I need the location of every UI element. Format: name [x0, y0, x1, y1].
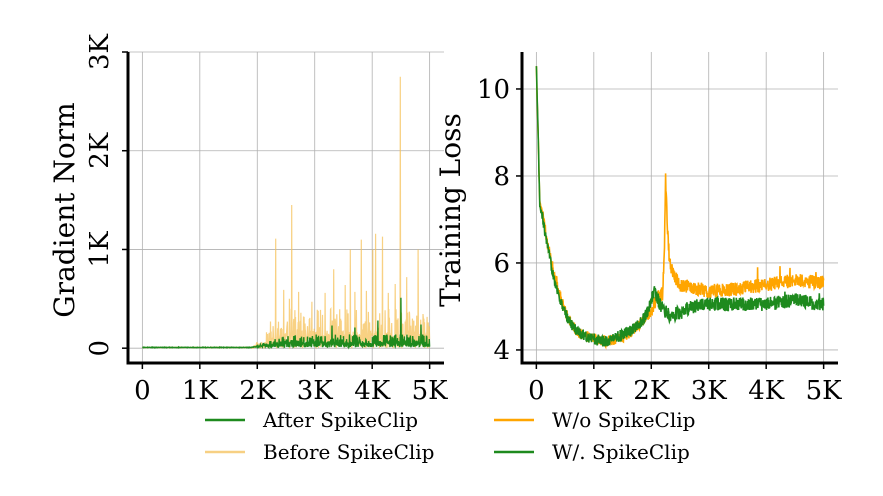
x-tick-label: 0	[134, 376, 151, 406]
x-tick-label: 5K	[412, 376, 449, 406]
x-tick-label: 4K	[354, 376, 391, 406]
legend-label-before-spikeclip: Before SpikeClip	[263, 440, 434, 464]
legend: After SpikeClip Before SpikeClip W/o Spi…	[205, 408, 695, 464]
x-tick-label: 1K	[182, 376, 219, 406]
x-tick-label: 2K	[633, 376, 670, 406]
series-line-w-o-spikeclip	[535, 66, 825, 350]
x-tick-label: 5K	[806, 376, 843, 406]
y-tick-label: 6	[493, 249, 510, 279]
y-axis-label: Gradient Norm	[48, 102, 81, 317]
x-tick-label: 3K	[691, 376, 728, 406]
y-tick-label: 8	[493, 162, 510, 192]
y-tick-label: 2K	[85, 132, 115, 169]
y-tick-label: 1K	[85, 231, 115, 268]
x-tick-label: 0	[528, 376, 545, 406]
y-tick-label: 0	[85, 340, 115, 357]
legend-label-after-spikeclip: After SpikeClip	[262, 408, 418, 432]
series-line-after-spikeclip	[142, 297, 431, 350]
y-tick-label: 3K	[85, 33, 115, 70]
y-axis-label: Training Loss	[434, 113, 467, 307]
x-tick-label: 1K	[576, 376, 613, 406]
series-line-before-spikeclip	[141, 76, 431, 350]
series-line-w-spikeclip	[535, 66, 825, 347]
legend-label-w-spikeclip: W/. SpikeClip	[552, 440, 690, 464]
training-loss-chart: 0 1K 2K 3K 4K 5K 4 6 8 10 Training Loss	[434, 52, 842, 406]
x-tick-label: 4K	[748, 376, 785, 406]
x-tick-label: 3K	[297, 376, 334, 406]
legend-label-wo-spikeclip: W/o SpikeClip	[552, 408, 695, 432]
x-tick-label: 2K	[239, 376, 276, 406]
y-tick-label: 10	[477, 75, 510, 105]
y-tick-label: 4	[493, 336, 510, 366]
